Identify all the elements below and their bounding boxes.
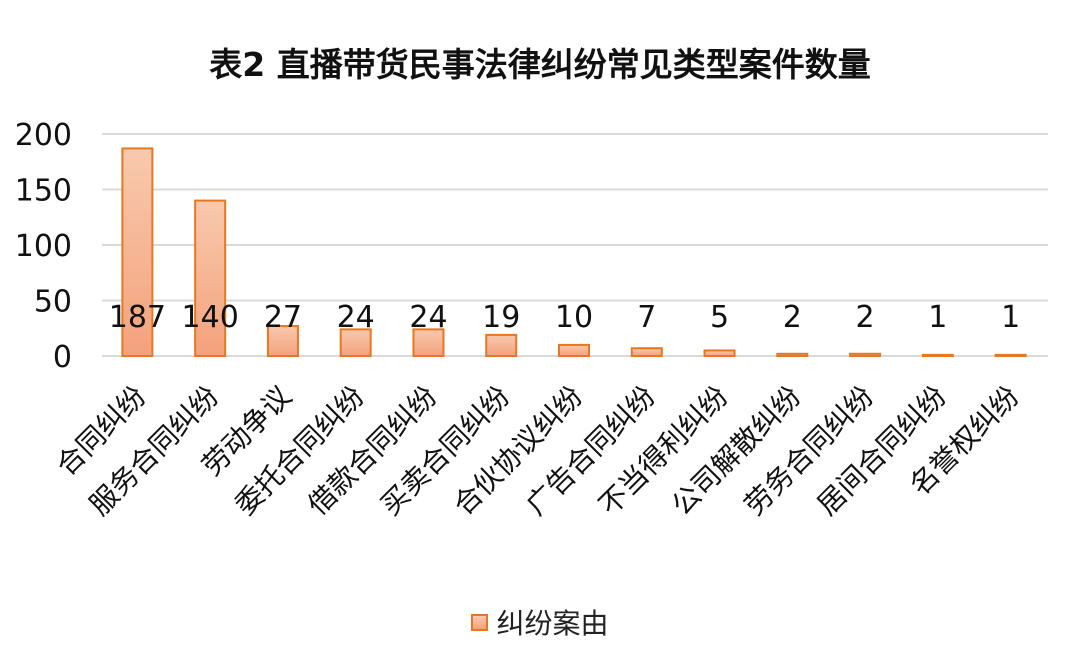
- data-label: 187: [109, 300, 166, 335]
- data-label: 7: [637, 300, 656, 335]
- data-label: 24: [409, 300, 447, 335]
- bar: [121, 147, 154, 357]
- bar: [558, 343, 590, 357]
- y-tick-label: 150: [15, 174, 72, 209]
- data-label: 27: [264, 300, 302, 335]
- data-label: 2: [856, 300, 875, 335]
- bar: [921, 353, 954, 358]
- data-label: 1: [1001, 300, 1020, 335]
- data-label: 10: [555, 300, 593, 335]
- y-tick-label: 0: [53, 340, 72, 375]
- bar: [703, 349, 736, 358]
- bar: [266, 325, 299, 357]
- bar: [412, 328, 445, 357]
- y-tick-label: 50: [34, 285, 72, 320]
- legend-swatch: [471, 613, 489, 631]
- data-label: 1: [928, 300, 947, 335]
- bar: [630, 347, 663, 358]
- data-label: 5: [710, 300, 729, 335]
- chart-title: 表2 直播带货民事法律纠纷常见类型案件数量: [209, 45, 871, 84]
- legend: 纠纷案由: [0, 602, 1080, 642]
- data-label: 24: [337, 300, 375, 335]
- data-label: 140: [182, 300, 239, 335]
- bar: [339, 328, 372, 357]
- bar: [776, 352, 809, 357]
- data-label: 2: [783, 300, 802, 335]
- bar: [994, 353, 1027, 358]
- bar: [849, 352, 882, 357]
- bar: [194, 199, 227, 357]
- y-tick-label: 200: [15, 118, 72, 153]
- y-tick-label: 100: [15, 229, 72, 264]
- legend-label: 纠纷案由: [496, 607, 609, 640]
- data-label: 19: [482, 300, 520, 335]
- bar: [485, 333, 518, 358]
